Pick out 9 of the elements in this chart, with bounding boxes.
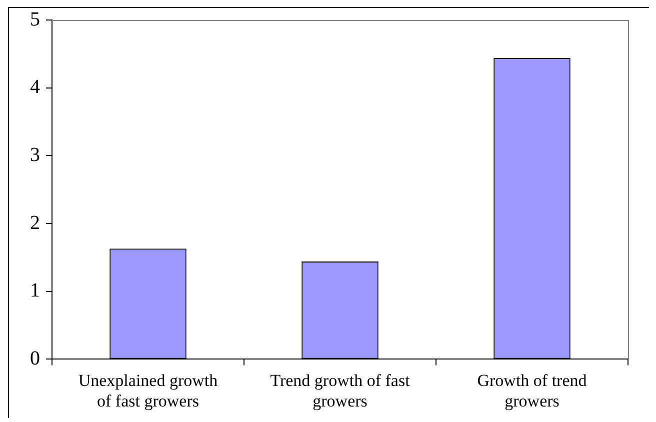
y-tick-label: 1 — [30, 280, 40, 302]
y-tick-label: 5 — [30, 8, 40, 30]
y-tick-label: 4 — [30, 76, 40, 98]
y-tick-label: 0 — [30, 347, 40, 370]
x-tick-label: Growth of trend growers — [477, 370, 588, 410]
x-tick-label: Trend growth of fast growers — [270, 370, 410, 410]
y-tick-label: 2 — [30, 212, 40, 234]
y-tick-label: 3 — [30, 144, 40, 166]
x-tick-label: Unexplained growth of fast growers — [78, 370, 218, 410]
